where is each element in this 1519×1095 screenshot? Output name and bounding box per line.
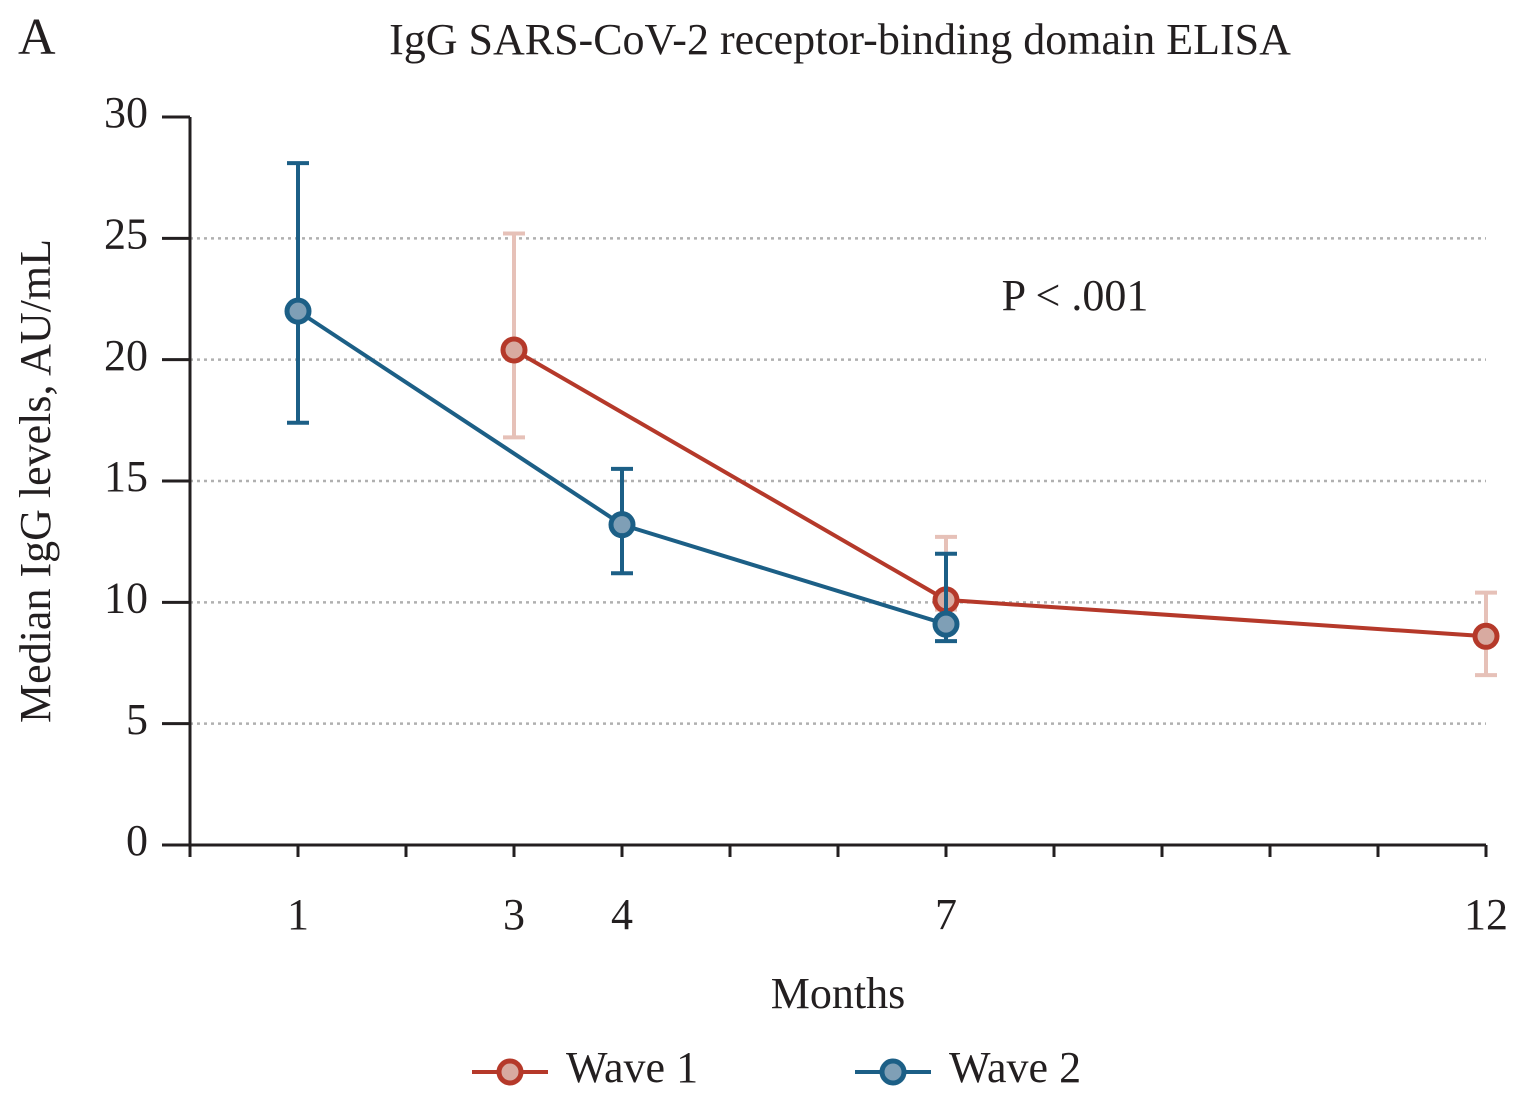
y-tick-label: 0 <box>126 816 148 865</box>
legend-marker <box>879 1058 907 1086</box>
y-axis-label: Median IgG levels, AU/mL <box>11 239 60 723</box>
marker <box>932 610 960 638</box>
legend-marker <box>496 1058 524 1086</box>
x-tick-label: 3 <box>503 890 525 939</box>
y-tick-label: 20 <box>104 331 148 380</box>
legend-label: Wave 2 <box>949 1043 1081 1092</box>
y-tick-label: 30 <box>104 88 148 137</box>
x-tick-label: 12 <box>1464 890 1508 939</box>
y-tick-label: 25 <box>104 209 148 258</box>
marker <box>1472 622 1500 650</box>
marker <box>284 297 312 325</box>
y-tick-label: 15 <box>104 452 148 501</box>
y-tick-label: 5 <box>126 695 148 744</box>
panel-label: A <box>18 9 56 66</box>
annotation: P < .001 <box>1002 271 1149 320</box>
x-tick-label: 1 <box>287 890 309 939</box>
marker <box>608 511 636 539</box>
x-tick-label: 4 <box>611 890 633 939</box>
marker <box>500 336 528 364</box>
series-line <box>512 348 1487 639</box>
legend-label: Wave 1 <box>566 1043 698 1092</box>
y-tick-label: 10 <box>104 573 148 622</box>
x-tick-label: 7 <box>935 890 957 939</box>
chart-title: IgG SARS-CoV-2 receptor-binding domain E… <box>389 15 1291 64</box>
x-axis-label: Months <box>771 969 905 1018</box>
